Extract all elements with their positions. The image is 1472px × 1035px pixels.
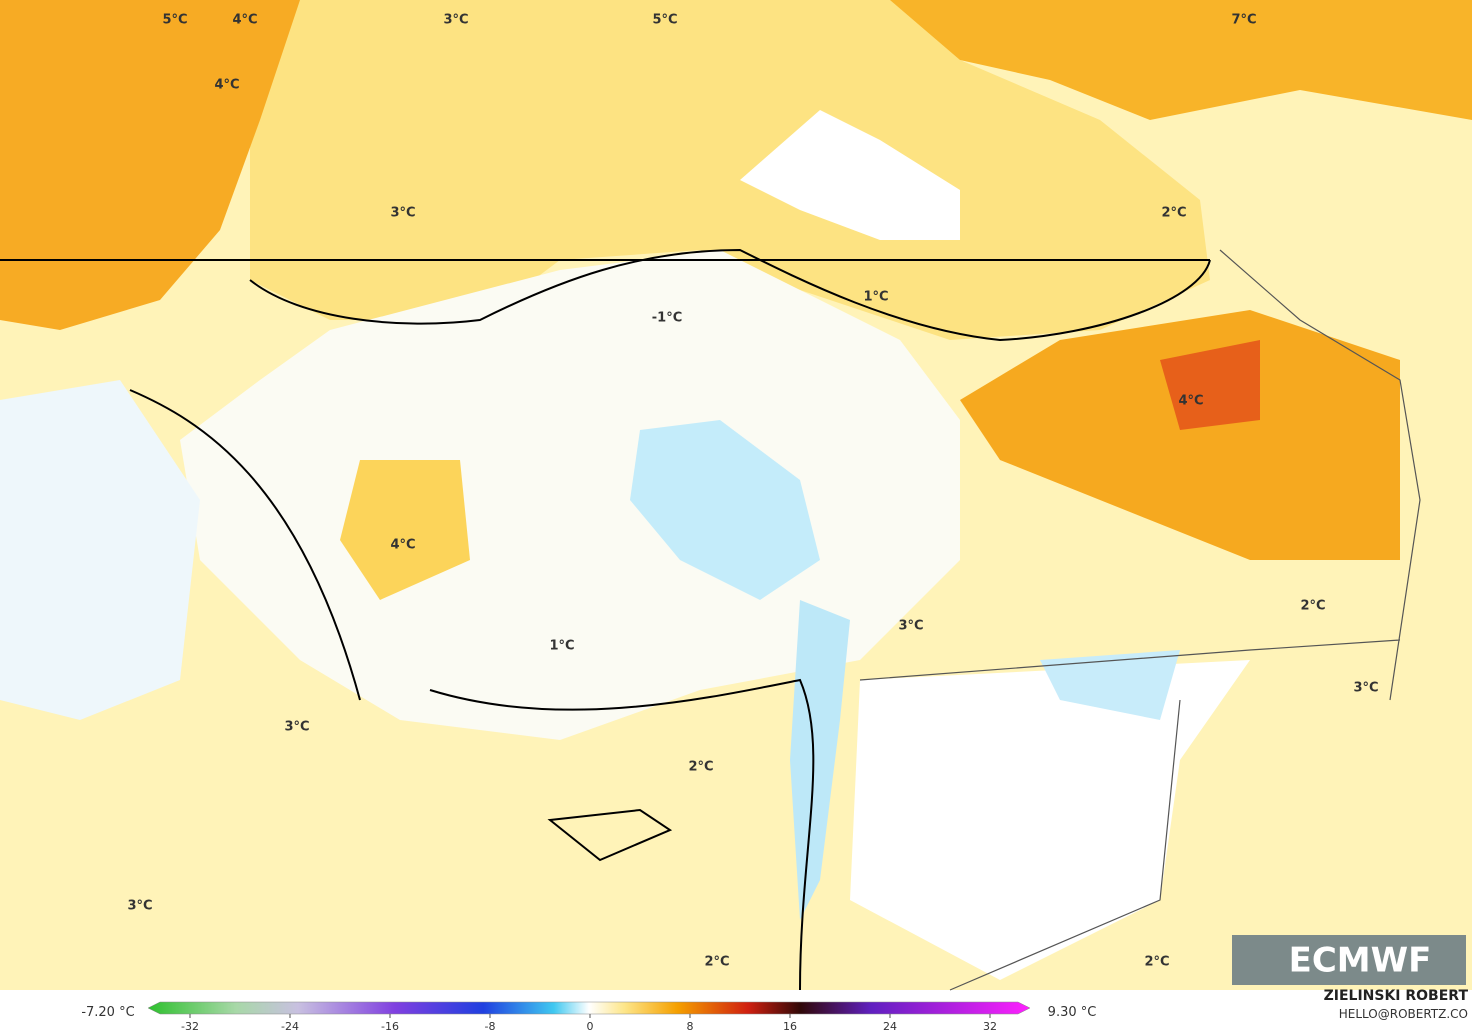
temperature-labels: 5°C 4°C 3°C 5°C 7°C 4°C 3°C 2°C 1°C -1°C 4°C 4°C 3°C… bbox=[127, 13, 1378, 970]
yellow-field bbox=[340, 460, 470, 600]
author: ZIELINSKI ROBERT bbox=[1324, 988, 1469, 1004]
temperature-label: 1°C bbox=[549, 639, 574, 654]
orange-field bbox=[960, 310, 1400, 560]
email: HELLO@ROBERTZ.CO bbox=[1339, 1007, 1468, 1021]
temperature-label: 5°C bbox=[162, 13, 187, 28]
map: 5°C 4°C 3°C 5°C 7°C 4°C 3°C 2°C 1°C -1°C 4°C 4°C 3°C… bbox=[0, 0, 1472, 991]
temperature-label: 3°C bbox=[443, 13, 468, 28]
temperature-label: 7°C bbox=[1231, 13, 1256, 28]
colorbar-max: 9.30 °C bbox=[1048, 1005, 1097, 1020]
temperature-label: 2°C bbox=[1161, 206, 1186, 221]
logo-box bbox=[1232, 935, 1466, 985]
blue-field bbox=[1040, 650, 1180, 720]
colorbar-min: -7.20 °C bbox=[81, 1005, 134, 1020]
colorbar-tick-label: 8 bbox=[687, 1020, 694, 1033]
blue-field bbox=[790, 600, 850, 920]
white-field bbox=[850, 660, 1250, 980]
temperature-label: -1°C bbox=[652, 311, 682, 326]
white-field bbox=[180, 250, 960, 740]
coastline bbox=[129, 389, 815, 991]
colorbar-tick-label: 0 bbox=[587, 1020, 594, 1033]
temperature-label: 4°C bbox=[232, 13, 257, 28]
colorbar-tick-label: 32 bbox=[983, 1020, 997, 1033]
colorbar-tick-label: 16 bbox=[783, 1020, 797, 1033]
coastline bbox=[0, 248, 1211, 342]
border bbox=[859, 249, 1421, 991]
white-field bbox=[0, 380, 200, 720]
colorbar-tick-label: -32 bbox=[181, 1020, 199, 1033]
temperature-label: 3°C bbox=[390, 206, 415, 221]
white-field bbox=[740, 110, 960, 240]
temperature-label: 4°C bbox=[390, 538, 415, 553]
temperature-label: 1°C bbox=[863, 290, 888, 305]
colorbar: -7.20 °C 9.30 °C -32 -24 -16 -8 0 8 16 24 32 bbox=[81, 1001, 1097, 1033]
colorbar-tick-label: -8 bbox=[485, 1020, 496, 1033]
black-sea-field bbox=[250, 0, 1210, 340]
temperature-label: 5°C bbox=[652, 13, 677, 28]
colorbar-tick-label: -16 bbox=[381, 1020, 399, 1033]
temperature-label: 2°C bbox=[1300, 599, 1325, 614]
temperature-label: 3°C bbox=[127, 899, 152, 914]
orange-field bbox=[890, 0, 1472, 120]
temperature-label: 4°C bbox=[1178, 394, 1203, 409]
blue-field bbox=[630, 420, 820, 600]
temperature-label: 2°C bbox=[704, 955, 729, 970]
colorbar-tick-label: 24 bbox=[883, 1020, 897, 1033]
temperature-label: 4°C bbox=[214, 78, 239, 93]
temperature-label: 2°C bbox=[1144, 955, 1169, 970]
colorbar-bar bbox=[147, 1001, 1031, 1015]
orange-field bbox=[0, 0, 300, 330]
temperature-label: 3°C bbox=[898, 619, 923, 634]
logo: ECMWF bbox=[1289, 941, 1432, 981]
colorbar-tick-label: -24 bbox=[281, 1020, 299, 1033]
temperature-label: 2°C bbox=[688, 760, 713, 775]
temperature-label: 3°C bbox=[1353, 681, 1378, 696]
red-field bbox=[1160, 340, 1260, 430]
temperature-label: 3°C bbox=[284, 720, 309, 735]
